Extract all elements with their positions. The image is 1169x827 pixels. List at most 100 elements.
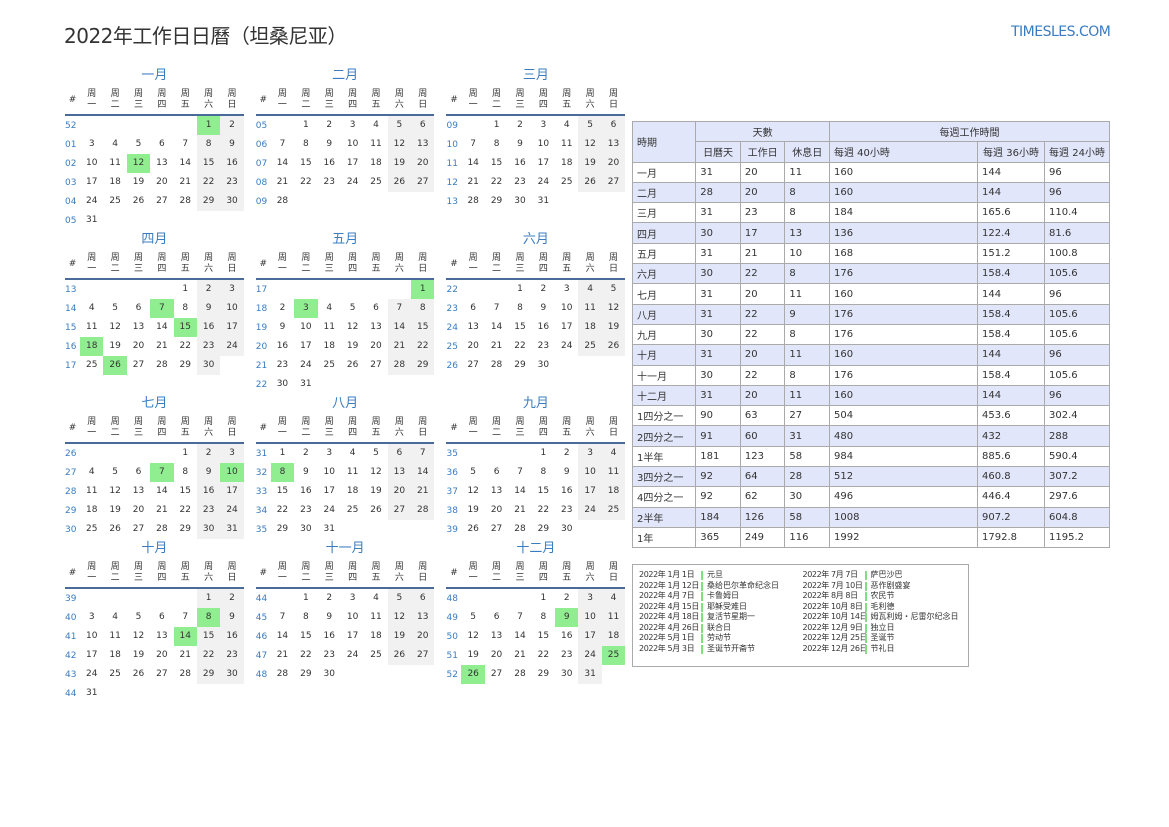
day-cell[interactable]: 4 — [373, 593, 379, 603]
day-cell[interactable]: 31 — [220, 520, 244, 539]
day-cell[interactable]: 4 — [601, 589, 626, 608]
day-cell[interactable]: 12 — [467, 631, 479, 641]
day-cell[interactable]: 21 — [411, 482, 435, 501]
day-cell[interactable]: 24 — [85, 669, 98, 679]
day-cell[interactable]: 21 — [276, 650, 289, 660]
day-cell[interactable]: 6 — [135, 303, 142, 313]
day-cell[interactable]: 18 — [370, 158, 382, 168]
day-cell[interactable]: 22 — [276, 505, 289, 515]
day-cell[interactable]: 27 — [601, 173, 626, 192]
day-cell[interactable]: 23 — [323, 177, 335, 187]
day-cell[interactable]: 17 — [85, 177, 98, 187]
day-cell[interactable]: 26 — [578, 173, 602, 192]
day-cell[interactable]: 21 — [514, 650, 526, 660]
day-cell[interactable]: 5 — [112, 467, 118, 477]
day-cell[interactable]: 22 — [514, 341, 526, 351]
holiday-day[interactable]: 8 — [270, 463, 295, 482]
day-cell[interactable]: 10 — [537, 139, 550, 149]
day-cell[interactable]: 15 — [196, 154, 221, 173]
day-cell[interactable]: 8 — [493, 139, 500, 149]
day-cell[interactable]: 24 — [220, 501, 244, 520]
day-cell[interactable]: 26 — [387, 646, 412, 665]
day-cell[interactable]: 4 — [326, 303, 333, 313]
day-cell[interactable]: 20 — [370, 341, 382, 351]
day-cell[interactable]: 27 — [370, 360, 382, 370]
day-cell[interactable]: 15 — [276, 486, 289, 496]
day-cell[interactable]: 17 — [323, 486, 335, 496]
day-cell[interactable]: 21 — [156, 505, 168, 515]
day-cell[interactable]: 6 — [493, 612, 500, 622]
day-cell[interactable]: 2 — [196, 444, 221, 463]
day-cell[interactable]: 8 — [540, 467, 547, 477]
day-cell[interactable]: 16 — [561, 631, 573, 641]
day-cell[interactable]: 28 — [179, 669, 191, 679]
day-cell[interactable]: 2 — [279, 303, 286, 313]
day-cell[interactable]: 10 — [346, 612, 359, 622]
day-cell[interactable]: 15 — [300, 158, 312, 168]
day-cell[interactable]: 20 — [156, 650, 168, 660]
day-cell[interactable]: 13 — [490, 631, 503, 641]
day-cell[interactable]: 29 — [179, 524, 191, 534]
day-cell[interactable]: 20 — [467, 341, 479, 351]
day-cell[interactable]: 21 — [179, 650, 191, 660]
site-logo[interactable]: TIMESLES.COM — [1011, 24, 1111, 40]
day-cell[interactable]: 6 — [411, 589, 435, 608]
day-cell[interactable]: 14 — [387, 318, 412, 337]
day-cell[interactable]: 11 — [85, 486, 98, 496]
day-cell[interactable]: 22 — [490, 177, 503, 187]
day-cell[interactable]: 29 — [490, 196, 503, 206]
day-cell[interactable]: 20 — [490, 650, 503, 660]
day-cell[interactable]: 26 — [132, 196, 145, 206]
day-cell[interactable]: 12 — [387, 608, 412, 627]
day-cell[interactable]: 3 — [349, 120, 356, 130]
holiday-day[interactable]: 3 — [294, 299, 318, 318]
day-cell[interactable]: 17 — [537, 158, 550, 168]
holiday-day[interactable]: 7 — [150, 299, 174, 318]
day-cell[interactable]: 25 — [370, 177, 382, 187]
day-cell[interactable]: 31 — [323, 524, 335, 534]
day-cell[interactable]: 14 — [276, 158, 289, 168]
day-cell[interactable]: 14 — [490, 322, 503, 332]
day-cell[interactable]: 15 — [537, 486, 550, 496]
day-cell[interactable]: 18 — [578, 318, 602, 337]
day-cell[interactable]: 1 — [302, 120, 309, 130]
day-cell[interactable]: 16 — [323, 631, 335, 641]
day-cell[interactable]: 12 — [370, 467, 382, 477]
holiday-day[interactable]: 9 — [555, 608, 579, 627]
day-cell[interactable]: 27 — [467, 360, 479, 370]
day-cell[interactable]: 9 — [517, 139, 523, 149]
day-cell[interactable]: 25 — [85, 360, 98, 370]
day-cell[interactable]: 18 — [601, 482, 626, 501]
day-cell[interactable]: 29 — [514, 360, 526, 370]
day-cell[interactable]: 30 — [220, 192, 244, 211]
day-cell[interactable]: 16 — [323, 158, 335, 168]
day-cell[interactable]: 24 — [561, 341, 573, 351]
day-cell[interactable]: 30 — [537, 360, 550, 370]
day-cell[interactable]: 18 — [109, 177, 121, 187]
day-cell[interactable]: 11 — [323, 322, 335, 332]
day-cell[interactable]: 30 — [196, 356, 221, 375]
day-cell[interactable]: 15 — [196, 627, 221, 646]
day-cell[interactable]: 9 — [220, 608, 244, 627]
day-cell[interactable]: 28 — [387, 356, 412, 375]
day-cell[interactable]: 13 — [467, 322, 479, 332]
day-cell[interactable]: 30 — [323, 669, 335, 679]
day-cell[interactable]: 14 — [467, 158, 479, 168]
day-cell[interactable]: 9 — [279, 322, 286, 332]
day-cell[interactable]: 19 — [132, 650, 145, 660]
day-cell[interactable]: 23 — [300, 505, 312, 515]
day-cell[interactable]: 21 — [490, 341, 503, 351]
day-cell[interactable]: 20 — [387, 482, 412, 501]
day-cell[interactable]: 17 — [578, 627, 602, 646]
day-cell[interactable]: 4 — [349, 448, 356, 458]
day-cell[interactable]: 27 — [411, 646, 435, 665]
day-cell[interactable]: 8 — [196, 135, 221, 154]
day-cell[interactable]: 22 — [196, 646, 221, 665]
day-cell[interactable]: 24 — [346, 650, 359, 660]
day-cell[interactable]: 11 — [109, 158, 121, 168]
day-cell[interactable]: 3 — [540, 120, 547, 130]
day-cell[interactable]: 9 — [326, 612, 333, 622]
day-cell[interactable]: 26 — [601, 337, 626, 356]
day-cell[interactable]: 12 — [601, 299, 626, 318]
day-cell[interactable]: 3 — [578, 444, 602, 463]
